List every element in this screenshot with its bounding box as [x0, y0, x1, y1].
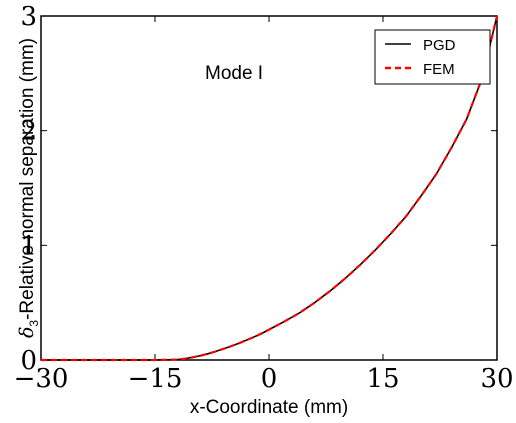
y-tick-label: 1 — [20, 231, 37, 261]
series-line-fem — [41, 15, 499, 362]
legend-box — [374, 29, 491, 85]
x-tick-label: −15 — [128, 364, 183, 394]
y-axis-label-text: -Relative normal separation (mm) — [17, 38, 38, 320]
y-axis-label-subscript: 3 — [27, 320, 41, 327]
y-axis-label: δ3-Relative normal separation (mm) — [16, 38, 41, 338]
y-tick-label: 3 — [20, 2, 37, 32]
y-tick-label: 0 — [20, 346, 37, 376]
x-tick-label: −30 — [14, 364, 69, 394]
axis-ticks — [40, 15, 498, 361]
x-tick-label: 30 — [480, 364, 513, 394]
mode-annotation: Mode I — [205, 63, 263, 84]
x-tick-label: 0 — [261, 364, 278, 394]
x-axis-label: x-Coordinate (mm) — [190, 397, 348, 418]
legend-label-fem: FEM — [423, 61, 455, 78]
x-tick-label: 15 — [366, 364, 399, 394]
y-tick-label: 2 — [20, 117, 37, 147]
y-axis-label-symbol: δ — [16, 327, 38, 338]
legend: PGD FEM — [374, 29, 491, 85]
legend-label-pgd: PGD — [423, 37, 456, 54]
axis-tick-labels: −30 −15 0 15 30 0 1 2 3 — [14, 2, 514, 394]
series-layer — [41, 15, 499, 362]
